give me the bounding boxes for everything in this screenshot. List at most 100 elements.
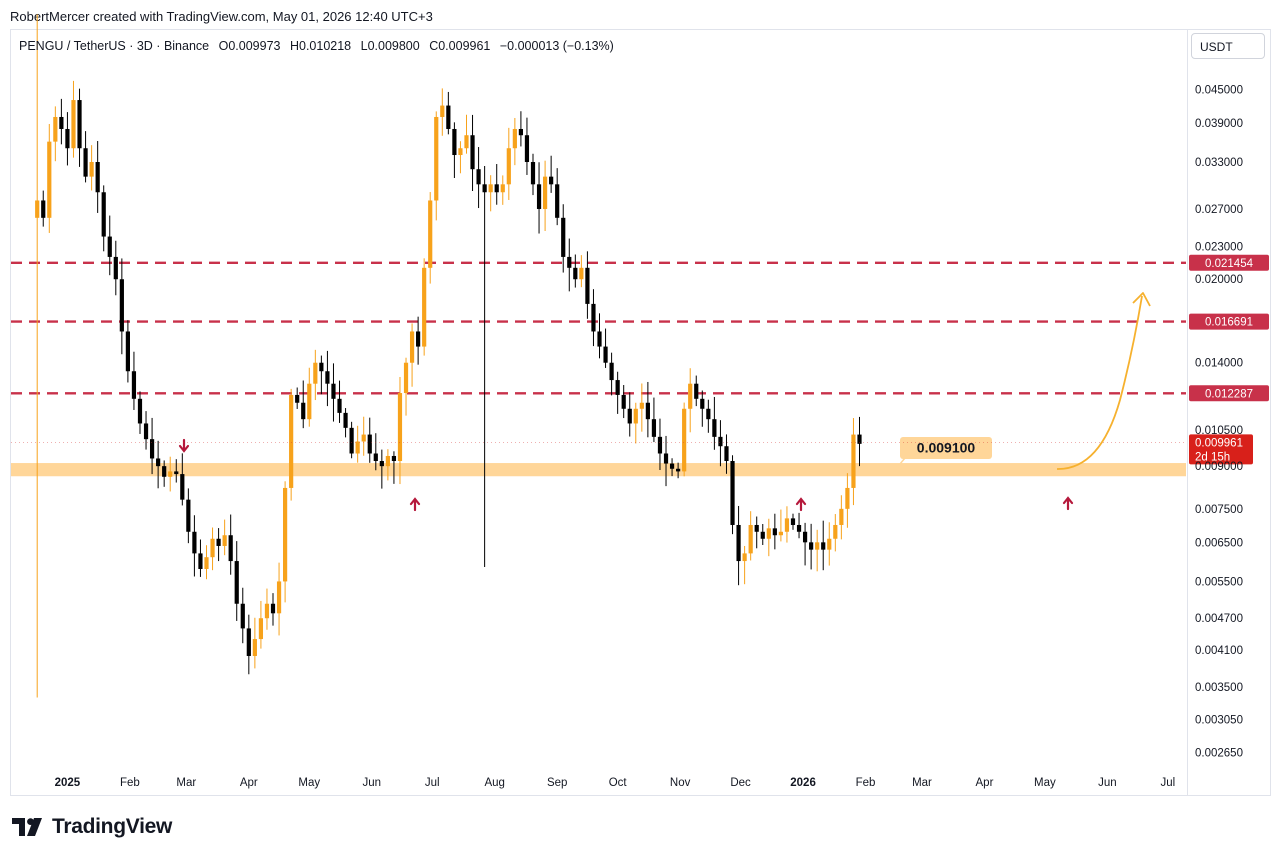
candle-body — [71, 100, 76, 149]
high-value: 0.010218 — [299, 39, 352, 53]
candle-body — [125, 331, 130, 372]
candle-body — [645, 402, 650, 420]
candle-body — [391, 455, 397, 462]
chart-pane[interactable] — [10, 29, 1187, 796]
candle-body — [367, 434, 372, 454]
candle-body — [790, 518, 796, 525]
candle-body — [295, 394, 300, 403]
open-value: 0.009973 — [228, 39, 281, 53]
candle-body — [307, 383, 312, 420]
candle-body — [53, 116, 58, 142]
price-tick-label: 0.023000 — [1195, 242, 1243, 254]
candle-body — [276, 581, 282, 614]
annotations-layer: 0.009100 0.009961 2d 15h — [11, 292, 1253, 512]
candle-body — [627, 408, 632, 424]
candles-layer — [35, 14, 862, 698]
candle-body — [815, 542, 820, 550]
change-value: −0.000013 (−0.13%) — [499, 39, 614, 53]
candle-body — [615, 380, 620, 395]
currency-selector[interactable]: USDT — [1191, 33, 1265, 59]
time-tick-label: Feb — [120, 777, 140, 789]
candle-body — [639, 402, 644, 409]
resistance-price-badge — [1189, 313, 1269, 330]
candle-body — [488, 184, 493, 193]
candle-body — [609, 362, 614, 381]
candle-body — [760, 531, 765, 539]
candle-body — [772, 528, 777, 536]
countdown-label: 2d 15h — [1195, 451, 1230, 463]
candle-body — [851, 434, 856, 488]
candle-body — [95, 162, 100, 193]
candle-body — [41, 200, 46, 218]
current-price-label: 0.009961 — [1195, 437, 1243, 449]
candle-body — [222, 535, 227, 546]
callout-leader — [894, 457, 906, 471]
candle-body — [724, 446, 729, 462]
candle-body — [542, 176, 548, 209]
price-tick-label: 0.020000 — [1195, 274, 1243, 286]
candle-body — [821, 542, 826, 550]
candle-body — [349, 427, 354, 454]
current-price-badge — [1189, 434, 1253, 465]
time-tick-label: 2026 — [790, 777, 816, 789]
candle-body — [585, 267, 590, 304]
candle-body — [216, 538, 221, 546]
candle-body — [403, 362, 409, 394]
price-axis[interactable] — [1187, 29, 1271, 796]
candle-body — [536, 184, 542, 209]
candle-body — [77, 100, 82, 149]
candle-body — [422, 267, 427, 347]
tradingview-logo[interactable]: TradingView — [12, 815, 172, 839]
price-tick-label: 0.045000 — [1195, 84, 1243, 96]
candle-body — [107, 236, 112, 257]
price-tick-label: 0.005500 — [1195, 576, 1243, 588]
candle-body — [198, 553, 203, 570]
chart-svg[interactable]: 0.021454 0.016691 0.012287 0.009100 0.00996… — [0, 0, 1280, 800]
candle-body — [204, 557, 209, 570]
candle-body — [591, 303, 596, 332]
candle-body — [676, 468, 681, 472]
time-tick-label: Apr — [976, 777, 994, 789]
candle-body — [258, 618, 264, 640]
price-ticks-layer: 0.0550000.0450000.0390000.0330000.027000… — [1195, 37, 1243, 759]
time-tick-label: Nov — [670, 777, 691, 789]
candle-body — [857, 434, 862, 444]
candle-body — [156, 458, 161, 467]
candle-body — [512, 128, 517, 149]
candle-body — [494, 184, 499, 193]
time-tick-label: Apr — [240, 777, 258, 789]
candle-body — [192, 531, 197, 554]
price-tick-label: 0.006500 — [1195, 537, 1243, 549]
candle-body — [736, 524, 741, 562]
candle-body — [827, 538, 832, 550]
candle-body — [301, 402, 306, 420]
time-tick-label: Aug — [484, 777, 504, 789]
up-arrow-icon — [1062, 496, 1074, 511]
candle-body — [168, 471, 173, 477]
symbol-name[interactable]: PENGU / TetherUS · 3D · Binance — [19, 39, 210, 53]
price-tick-label: 0.027000 — [1195, 204, 1243, 216]
candle-body — [573, 267, 578, 280]
candle-body — [561, 217, 566, 257]
candle-body — [361, 434, 366, 442]
candle-body — [101, 192, 106, 237]
candle-body — [482, 184, 487, 193]
candle-body — [452, 128, 457, 156]
candle-body — [706, 408, 711, 420]
candle-body — [796, 524, 802, 532]
candle-body — [240, 603, 245, 629]
candle-body — [264, 603, 270, 619]
candle-body — [663, 453, 669, 464]
price-tick-label: 0.010500 — [1195, 425, 1243, 437]
candle-body — [89, 162, 94, 177]
price-tick-label: 0.003050 — [1195, 714, 1243, 726]
time-ticks-layer: 2025 Feb Mar Apr May Jun Jul Aug Sep Oct Nov Dec 202… — [55, 777, 1176, 789]
low-value: 0.009800 — [367, 39, 420, 53]
support-zone-layer — [11, 463, 1186, 477]
candle-body — [784, 518, 790, 532]
low-label: L — [360, 39, 368, 53]
resistance-price-badge — [1189, 385, 1269, 402]
candle-body — [549, 176, 554, 185]
open-label: O — [218, 39, 229, 53]
candle-body — [113, 256, 118, 280]
